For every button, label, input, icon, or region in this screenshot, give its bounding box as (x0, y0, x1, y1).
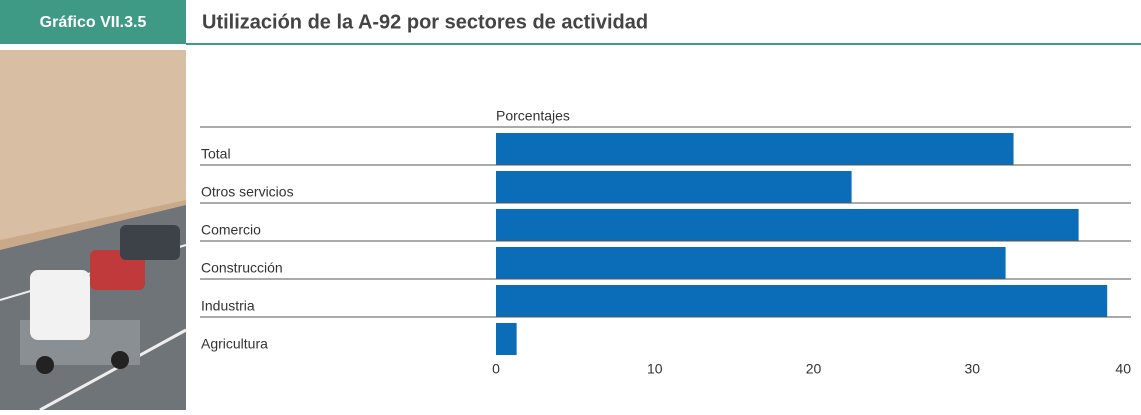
category-label: Comercio (201, 222, 261, 238)
x-tick-label: 10 (647, 361, 663, 377)
photo (0, 50, 187, 412)
x-tick-label: 0 (492, 361, 500, 377)
category-label: Agricultura (201, 336, 268, 352)
figure-label: Gráfico VII.3.5 (40, 14, 147, 31)
category-label: Industria (201, 298, 255, 314)
bar (496, 133, 1014, 165)
bar (496, 285, 1108, 317)
category-label: Construcción (201, 260, 283, 276)
bar (496, 323, 517, 355)
x-axis-label: Porcentajes (496, 108, 570, 124)
category-label: Total (201, 146, 231, 162)
x-tick-label: 40 (1115, 361, 1131, 377)
bar (496, 171, 852, 203)
bar (496, 247, 1006, 279)
chart-title: Utilización de la A-92 por sectores de a… (202, 11, 648, 33)
category-label: Otros servicios (201, 184, 294, 200)
bar (496, 209, 1079, 241)
x-tick-label: 30 (964, 361, 980, 377)
x-tick-label: 20 (806, 361, 822, 377)
label-box (0, 0, 186, 44)
